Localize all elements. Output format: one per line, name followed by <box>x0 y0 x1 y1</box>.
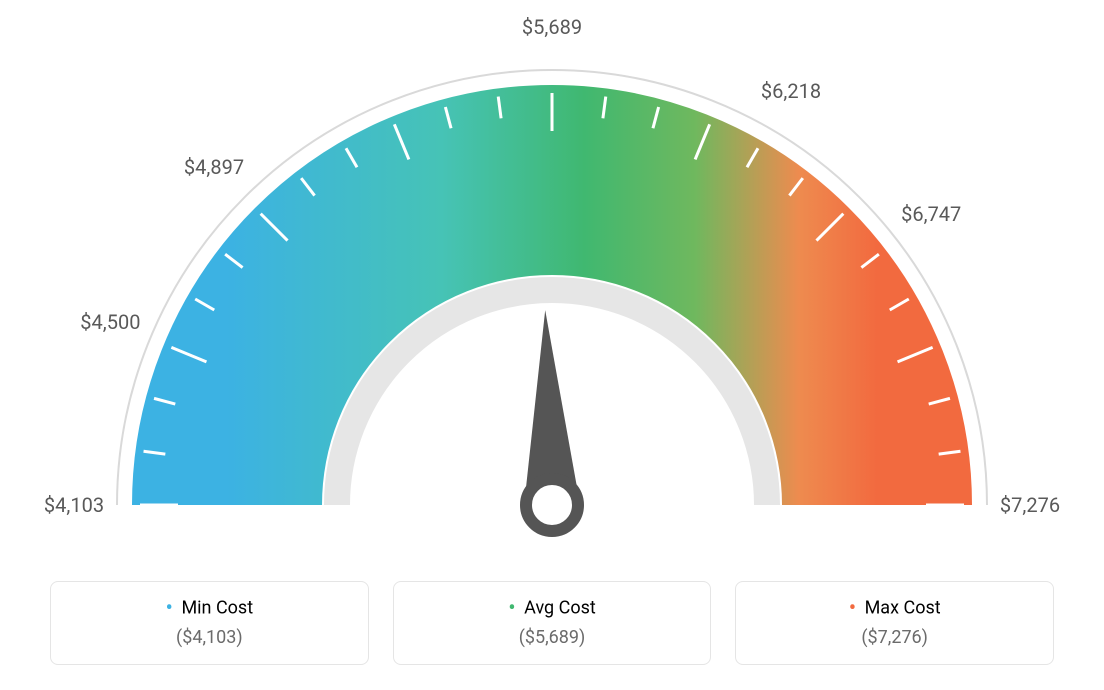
legend-label-text: Max Cost <box>865 597 941 618</box>
dot-icon: • <box>508 596 515 621</box>
scale-label: $4,897 <box>184 155 244 179</box>
legend-card-max: • Max Cost ($7,276) <box>735 581 1054 665</box>
gauge-svg <box>0 0 1104 560</box>
dot-icon: • <box>849 596 856 621</box>
legend-value-min: ($4,103) <box>71 627 348 648</box>
legend-row: • Min Cost ($4,103) • Avg Cost ($5,689) … <box>50 581 1054 665</box>
legend-card-min: • Min Cost ($4,103) <box>50 581 369 665</box>
dot-icon: • <box>166 596 173 621</box>
scale-label: $5,689 <box>522 15 582 39</box>
legend-label-text: Min Cost <box>181 597 253 618</box>
scale-label: $4,103 <box>44 493 104 517</box>
legend-label-min: • Min Cost <box>71 596 348 621</box>
scale-label: $6,747 <box>901 202 961 226</box>
gauge-chart-container: $4,103 $4,500 $4,897 $5,689 $6,218 $6,747 $7,2… <box>0 0 1104 690</box>
legend-card-avg: • Avg Cost ($5,689) <box>393 581 712 665</box>
legend-label-max: • Max Cost <box>756 596 1033 621</box>
legend-label-avg: • Avg Cost <box>414 596 691 621</box>
legend-label-text: Avg Cost <box>524 597 596 618</box>
gauge-area: $4,103 $4,500 $4,897 $5,689 $6,218 $6,747 $7,2… <box>0 0 1104 560</box>
scale-label: $4,500 <box>80 310 140 334</box>
scale-label: $6,218 <box>761 79 821 103</box>
legend-value-max: ($7,276) <box>756 627 1033 648</box>
scale-label: $7,276 <box>1000 493 1060 517</box>
legend-value-avg: ($5,689) <box>414 627 691 648</box>
